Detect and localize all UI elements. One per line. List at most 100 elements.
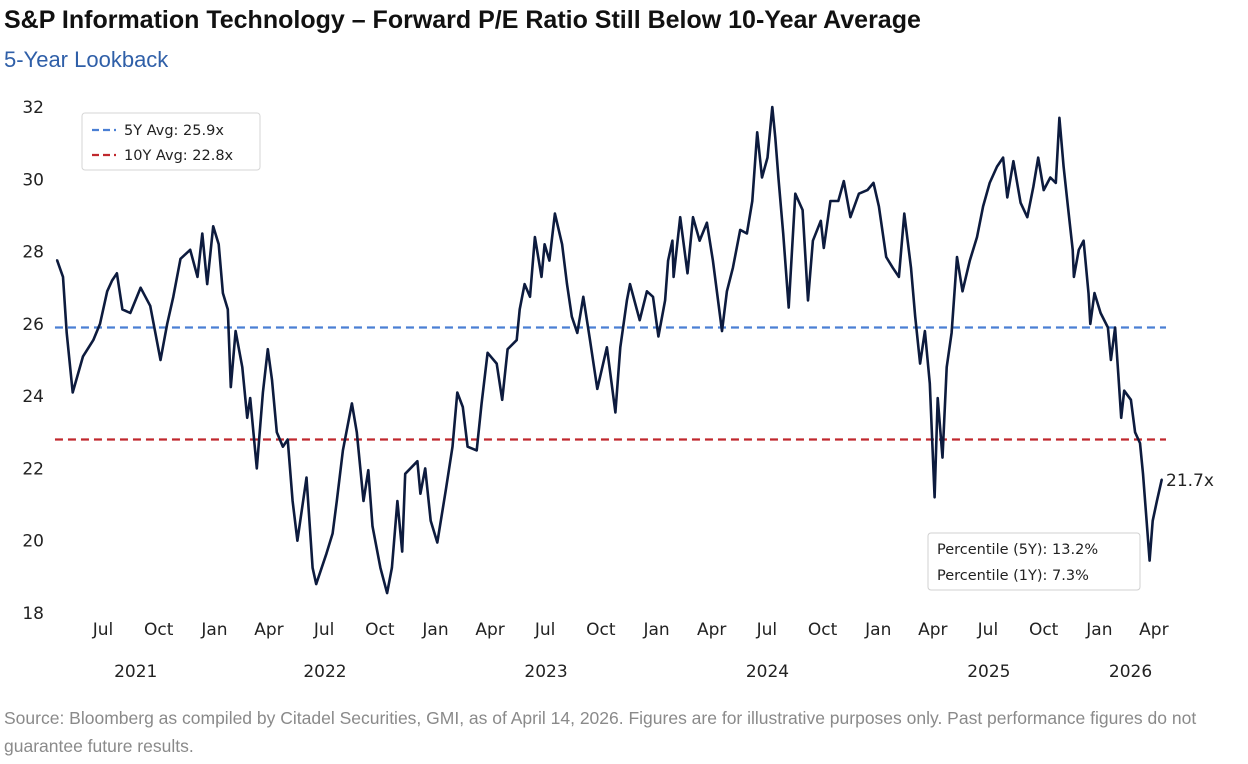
- data-point: [807, 299, 809, 302]
- data-point: [829, 200, 832, 202]
- x-tick-label: Oct: [365, 620, 395, 640]
- data-point: [712, 259, 714, 262]
- data-point: [570, 315, 573, 318]
- data-point: [201, 232, 204, 235]
- data-point: [686, 272, 689, 275]
- y-tick-label: 20: [22, 532, 44, 552]
- data-point: [62, 275, 64, 278]
- x-tick-label: Apr: [475, 620, 504, 640]
- data-point: [961, 290, 964, 293]
- data-point: [419, 492, 422, 495]
- data-point: [1156, 500, 1158, 502]
- data-point: [451, 445, 454, 448]
- data-point: [646, 290, 648, 293]
- data-point: [842, 180, 845, 182]
- data-point: [629, 283, 631, 285]
- data-point: [657, 335, 660, 338]
- data-point: [281, 445, 284, 448]
- x-tick-label: Jul: [313, 620, 335, 640]
- legend: 5Y Avg: 25.9x 10Y Avg: 22.8x: [81, 112, 261, 171]
- data-point: [1062, 165, 1065, 168]
- data-point: [315, 583, 318, 585]
- data-point: [461, 406, 464, 408]
- data-point: [1042, 189, 1045, 192]
- source-note: Source: Bloomberg as compiled by Citadel…: [4, 708, 1197, 756]
- y-tick-label: 30: [22, 170, 44, 190]
- data-point: [396, 500, 399, 502]
- data-point: [858, 192, 860, 195]
- data-point: [672, 275, 675, 278]
- data-point: [982, 205, 984, 208]
- data-point: [523, 283, 526, 285]
- data-point: [206, 283, 209, 285]
- data-point: [424, 467, 427, 470]
- data-point: [56, 258, 58, 261]
- data-point: [941, 456, 944, 459]
- data-point: [1093, 292, 1096, 295]
- data-point: [548, 259, 551, 262]
- x-tick-label: Jul: [534, 620, 556, 640]
- data-point: [903, 212, 906, 215]
- data-point: [475, 449, 478, 452]
- data-point: [705, 221, 708, 224]
- data-point: [811, 239, 814, 242]
- data-point: [480, 402, 483, 405]
- data-point: [1123, 389, 1126, 392]
- data-point: [956, 256, 958, 258]
- data-point: [664, 299, 666, 302]
- data-point: [331, 532, 334, 535]
- data-point: [626, 299, 628, 302]
- data-point: [367, 469, 370, 472]
- data-point: [196, 275, 199, 278]
- data-point: [189, 248, 192, 251]
- x-tick-label: Jul: [756, 620, 778, 640]
- data-point: [92, 339, 95, 342]
- data-point: [335, 500, 338, 502]
- data-point: [1114, 326, 1117, 329]
- data-point: [928, 382, 931, 385]
- percentile-box-frame: [927, 532, 1141, 591]
- data-point: [111, 279, 113, 282]
- data-point: [1160, 478, 1163, 481]
- data-point: [614, 411, 617, 414]
- data-point: [379, 566, 382, 569]
- data-point: [106, 290, 109, 293]
- legend-label-10y: 10Y Avg: 22.8x: [124, 148, 234, 164]
- data-point: [436, 541, 439, 544]
- data-point: [872, 182, 875, 184]
- data-point: [229, 386, 232, 389]
- data-point: [950, 331, 953, 334]
- data-point: [968, 259, 971, 262]
- data-point: [782, 232, 785, 235]
- reference-lines: [54, 326, 1166, 441]
- y-tick-label: 28: [22, 243, 44, 263]
- year-label: 2024: [746, 662, 789, 682]
- series: [55, 105, 1164, 595]
- data-point: [638, 319, 641, 322]
- x-tick-label: Apr: [254, 620, 283, 640]
- data-point: [801, 209, 804, 211]
- data-point: [416, 460, 419, 463]
- x-tick-label: Jan: [1085, 620, 1112, 640]
- data-point: [667, 259, 670, 262]
- data-point: [891, 266, 894, 269]
- chart-title: S&P Information Technology – Forward P/E…: [4, 6, 921, 34]
- x-tick-label: Apr: [1139, 620, 1168, 640]
- x-tick-label: Jul: [977, 620, 999, 640]
- data-point: [1134, 431, 1137, 434]
- percentile-box: Percentile (5Y): 13.2% Percentile (1Y): …: [927, 532, 1141, 591]
- data-point: [116, 272, 118, 275]
- data-point: [466, 445, 469, 448]
- data-point: [732, 266, 734, 269]
- data-point: [745, 232, 748, 235]
- data-point: [355, 431, 358, 434]
- data-point: [296, 539, 299, 542]
- data-point: [976, 236, 978, 239]
- data-point: [172, 295, 175, 298]
- data-point: [576, 331, 579, 334]
- data-point: [606, 346, 608, 349]
- data-point: [924, 330, 926, 332]
- x-tick-label: Oct: [1029, 620, 1059, 640]
- data-point: [1026, 216, 1029, 219]
